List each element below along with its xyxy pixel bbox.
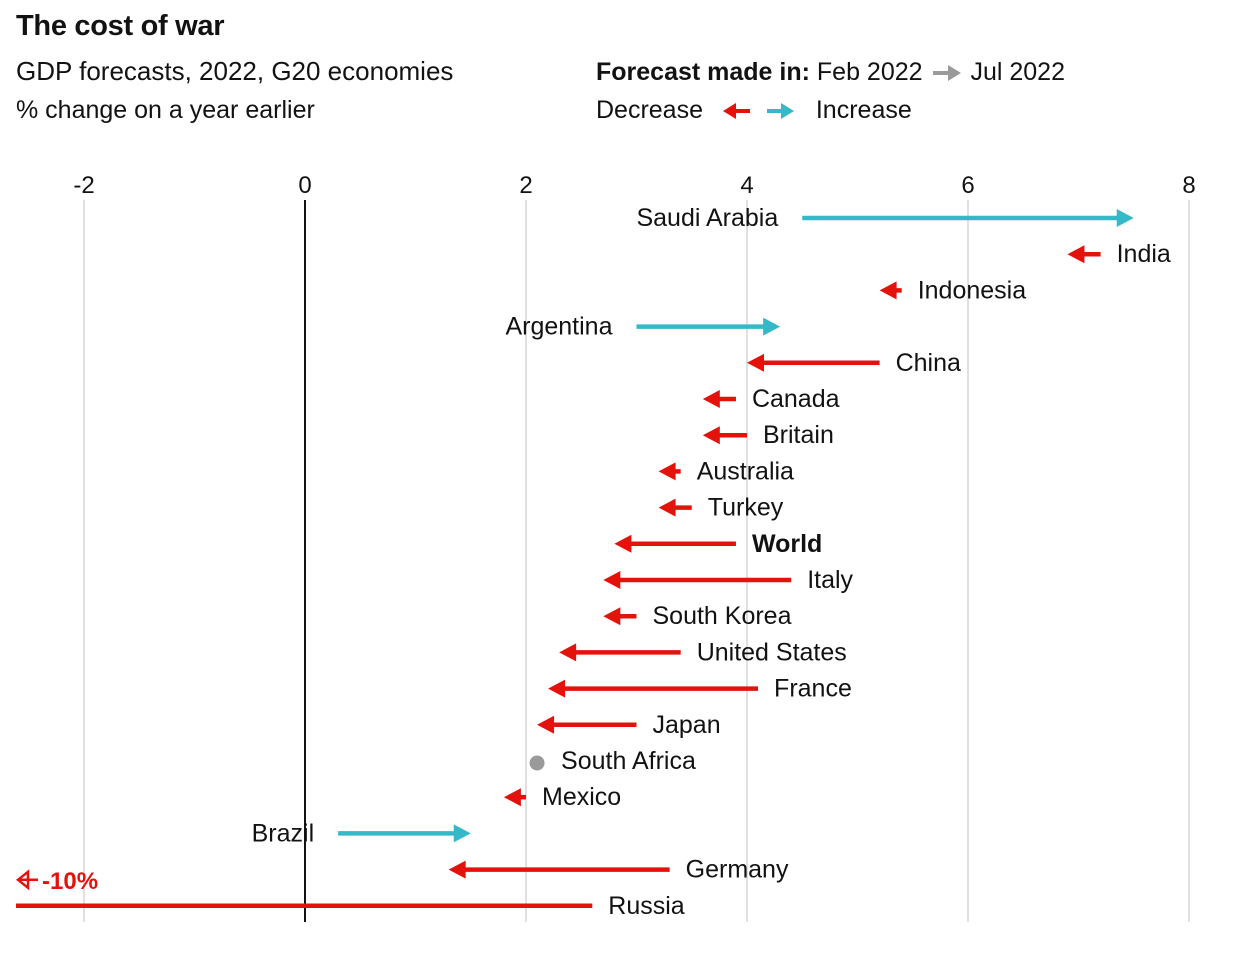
- chart-title: The cost of war: [16, 10, 225, 42]
- offscale-value-label: -10%: [42, 868, 98, 895]
- legend-decrease-label: Decrease: [596, 96, 703, 124]
- row-label: World: [752, 530, 822, 558]
- x-tick-label: 4: [740, 172, 753, 199]
- arrow-head: [702, 426, 720, 445]
- arrow-row-turkey: Turkey: [658, 494, 784, 522]
- legend-increase-label: Increase: [815, 96, 912, 124]
- arrow-row-japan: Japan: [537, 711, 721, 739]
- row-label: Britain: [763, 421, 834, 449]
- row-label: India: [1117, 240, 1171, 268]
- row-label: Italy: [807, 566, 853, 594]
- arrow-row-france: France: [548, 675, 852, 703]
- arrow-row-australia: Australia: [658, 457, 794, 485]
- arrow-head: [1116, 209, 1134, 227]
- chart-subtitle: GDP forecasts, 2022, G20 economies: [16, 56, 454, 86]
- arrow-row-italy: Italy: [603, 566, 854, 594]
- arrow-head: [559, 643, 577, 662]
- row-label: France: [774, 675, 852, 703]
- row-label: Indonesia: [918, 276, 1027, 304]
- legend: Forecast made in: Feb 2022 Jul 2022 Decr…: [596, 58, 1216, 132]
- arrow-row-india: India: [1067, 240, 1171, 268]
- legend-to-label: Jul 2022: [970, 58, 1065, 86]
- row-label: Russia: [608, 892, 685, 920]
- arrow-row-germany: Germany: [448, 856, 789, 884]
- row-label: United States: [697, 638, 847, 666]
- arrow-head: [548, 679, 566, 698]
- arrow-head: [503, 788, 521, 807]
- x-tick-label: 0: [298, 172, 311, 199]
- arrow-row-south-korea: South Korea: [603, 602, 792, 630]
- legend-forecast-label: Forecast made in:: [596, 58, 810, 86]
- arrow-head: [658, 498, 676, 517]
- arrow-head: [658, 462, 676, 481]
- arrow-head: [603, 607, 621, 626]
- arrow-row-saudi-arabia: Saudi Arabia: [636, 204, 1134, 232]
- arrow-row-argentina: Argentina: [505, 313, 781, 341]
- arrow-head: [537, 715, 555, 734]
- x-tick-label: 6: [961, 172, 974, 199]
- legend-direction-row: Decrease Increase: [596, 96, 912, 125]
- row-label: Mexico: [542, 783, 621, 811]
- arrow-row-brazil: Brazil: [252, 819, 471, 847]
- x-tick-label: 2: [519, 172, 532, 199]
- legend-forecast-row: Forecast made in: Feb 2022 Jul 2022: [596, 58, 1065, 87]
- arrow-head: [603, 571, 621, 589]
- arrow-head: [879, 281, 897, 300]
- row-label: Brazil: [252, 819, 315, 847]
- x-tick-label: -2: [73, 172, 94, 199]
- arrow-head: [614, 534, 632, 553]
- gridlines: [83, 200, 1190, 922]
- arrow-row-indonesia: Indonesia: [879, 276, 1027, 304]
- arrow-row-mexico: Mexico: [503, 783, 621, 811]
- arrow-head: [448, 860, 466, 879]
- arrow-head: [453, 824, 471, 843]
- arrow-row-south-africa: South Africa: [529, 747, 696, 775]
- arrow-row-united-states: United States: [559, 638, 847, 666]
- row-label: Saudi Arabia: [636, 204, 778, 232]
- legend-grey-arrow-icon: [932, 65, 961, 82]
- arrow-row-world: World: [614, 530, 822, 558]
- arrow-row-canada: Canada: [702, 385, 840, 413]
- no-change-dot: [529, 755, 545, 771]
- row-label: South Korea: [653, 602, 792, 630]
- row-label: Australia: [697, 457, 794, 485]
- row-label: Argentina: [505, 313, 612, 341]
- arrow-head: [702, 390, 720, 408]
- row-label: Turkey: [708, 494, 784, 522]
- x-tick-labels: -2 0 2 4 6 8: [73, 172, 1195, 199]
- arrow-row-britain: Britain: [702, 421, 834, 449]
- row-label: Germany: [686, 856, 789, 884]
- arrow-head: [1067, 245, 1085, 264]
- row-label: China: [896, 349, 961, 377]
- row-label: South Africa: [561, 747, 696, 775]
- row-label: Japan: [653, 711, 721, 739]
- x-tick-label: 8: [1182, 172, 1195, 199]
- legend-decrease-arrow-icon: [722, 103, 750, 120]
- legend-increase-arrow-icon: [766, 103, 794, 120]
- arrow-head: [763, 317, 781, 336]
- legend-from-label: Feb 2022: [816, 58, 923, 86]
- arrow-head: [747, 353, 764, 372]
- arrow-row-russia: -10% Russia: [15, 868, 685, 920]
- row-label: Canada: [752, 385, 840, 413]
- data-marks: Saudi Arabia India Indonesia Argentina China…: [15, 204, 1171, 920]
- unit-label: % change on a year earlier: [16, 96, 315, 124]
- arrow-row-china: China: [747, 349, 961, 377]
